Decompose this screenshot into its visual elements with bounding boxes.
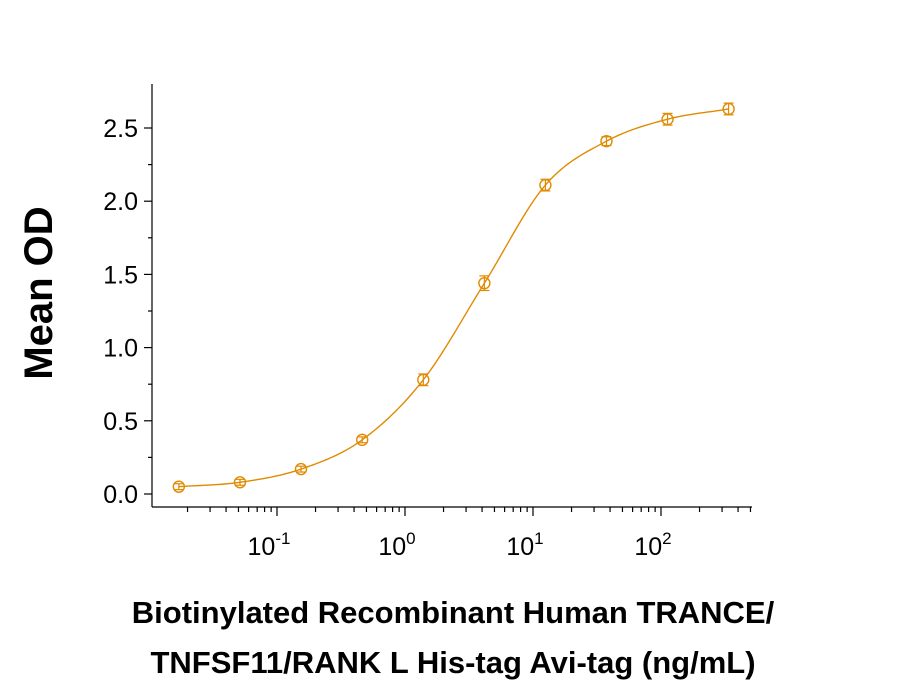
data-point <box>661 112 674 126</box>
data-marker <box>539 178 552 192</box>
data-marker <box>294 462 308 476</box>
y-tick-label: 2.5 <box>103 115 138 143</box>
x-axis-title-line-1: Biotinylated Recombinant Human TRANCE/ <box>132 595 775 630</box>
data-point <box>478 275 491 292</box>
fit-curve <box>178 108 729 488</box>
data-marker <box>600 134 613 148</box>
data-marker <box>478 276 491 290</box>
y-tick-label: 2.0 <box>103 188 138 216</box>
y-tick-label: 1.5 <box>103 261 138 289</box>
fit-curve-layer <box>178 108 729 488</box>
y-tick-label: 1.0 <box>103 335 138 363</box>
x-axis-title-line-2: TNFSF11/RANK L His-tag Avi-tag (ng/mL) <box>150 645 755 680</box>
data-marker <box>661 113 674 126</box>
data-point <box>233 476 247 489</box>
axes <box>151 84 752 508</box>
data-point <box>355 433 369 447</box>
data-points <box>172 102 735 493</box>
x-tick-label: 102 <box>634 529 671 561</box>
data-marker <box>417 373 430 387</box>
x-tick-label: 10-1 <box>248 529 291 561</box>
data-point <box>722 102 735 116</box>
data-marker <box>233 476 247 489</box>
data-point <box>539 178 552 192</box>
x-tick-label: 100 <box>378 529 415 561</box>
data-point <box>417 373 430 387</box>
data-marker <box>355 433 369 447</box>
data-point <box>294 462 308 476</box>
data-marker <box>172 480 186 493</box>
ticks: 0.0 0.5 1.0 1.5 2.0 2.5 10-1 100 101 102 <box>103 115 752 561</box>
data-marker <box>722 102 735 116</box>
y-tick-label: 0.0 <box>103 481 138 509</box>
data-point <box>600 134 613 148</box>
data-point <box>172 480 186 493</box>
x-tick-label: 101 <box>506 529 543 561</box>
y-axis-title: Mean OD <box>17 206 61 379</box>
y-tick-label: 0.5 <box>103 408 138 436</box>
